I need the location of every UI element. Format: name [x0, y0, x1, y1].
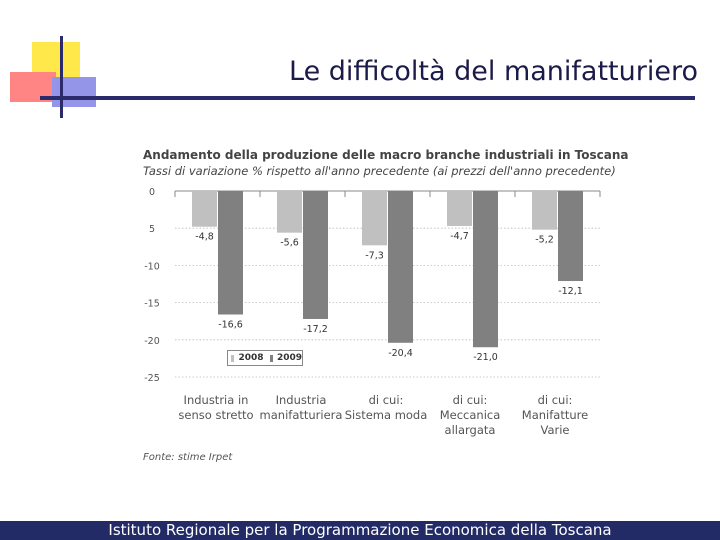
- y-tick-label: 5: [149, 224, 155, 235]
- chart-source: Fonte: stime Irpet: [143, 452, 232, 463]
- bar-2009: [473, 191, 498, 347]
- data-label-2008: -4,8: [195, 232, 214, 243]
- bar-2008: [532, 191, 557, 230]
- bar-2008: [447, 191, 472, 226]
- data-label-2009: -21,0: [473, 352, 498, 363]
- legend-label-2009: 2009: [277, 353, 302, 363]
- y-tick-label: -25: [144, 373, 160, 384]
- data-label-2008: -5,6: [280, 238, 299, 249]
- legend-label-2008: 2008: [238, 353, 263, 363]
- chart-legend: 2008 2009: [227, 350, 303, 366]
- bar-2008: [277, 191, 302, 233]
- category-label-meccanica-allargata: di cui: Meccanica allargata: [425, 393, 515, 438]
- data-label-2009: -12,1: [558, 286, 583, 297]
- legend-swatch-2008: [231, 355, 234, 362]
- category-label-sistema-moda: di cui: Sistema moda: [341, 393, 431, 423]
- y-tick-label: -20: [144, 336, 160, 347]
- data-label-2008: -4,7: [450, 231, 469, 242]
- category-label-industria-senso-stretto: Industria in senso stretto: [171, 393, 261, 423]
- footer-bar: Istituto Regionale per la Programmazione…: [0, 521, 720, 540]
- y-tick-label: -10: [144, 261, 160, 272]
- bar-2009: [218, 191, 243, 315]
- data-label-2008: -7,3: [365, 250, 384, 261]
- bar-2009: [558, 191, 583, 281]
- bar-2008: [192, 191, 217, 227]
- bar-chart: 0 5 -10 -15 -20 -25 -4,8 -16,6 -5,6 -17,2 -7,3 -20,…: [0, 0, 720, 540]
- data-label-2008: -5,2: [535, 235, 554, 246]
- y-tick-label: -15: [144, 299, 160, 310]
- bar-2009: [303, 191, 328, 319]
- category-label-manifatture-varie: di cui: Manifatture Varie: [510, 393, 600, 438]
- data-label-2009: -20,4: [388, 348, 413, 359]
- data-label-2009: -17,2: [303, 324, 328, 335]
- data-label-2009: -16,6: [218, 320, 243, 331]
- category-label-industria-manifatturiera: Industria manifatturiera: [256, 393, 346, 423]
- bar-2009: [388, 191, 413, 343]
- bar-2008: [362, 191, 387, 245]
- legend-swatch-2009: [270, 355, 273, 362]
- y-tick-label: 0: [149, 187, 155, 198]
